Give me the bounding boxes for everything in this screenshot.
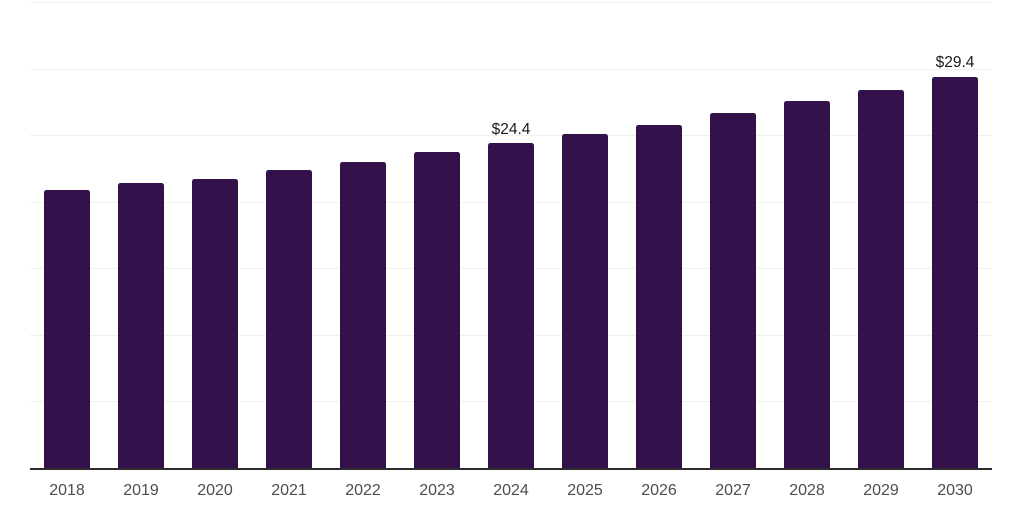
x-axis-line <box>30 468 992 470</box>
x-tick-2019: 2019 <box>123 482 159 499</box>
bar-2022[interactable] <box>340 161 386 468</box>
bar-2018[interactable] <box>44 189 90 468</box>
bar-slot <box>252 2 326 468</box>
plot-area: $24.4 $29.4 <box>30 2 992 470</box>
x-tick-2020: 2020 <box>197 482 233 499</box>
bar-value-label: $29.4 <box>935 54 975 72</box>
bar-slot <box>622 2 696 468</box>
bar-2023[interactable] <box>414 152 460 468</box>
x-tick-2027: 2027 <box>715 482 751 499</box>
bar-slot: $29.4 <box>918 2 992 468</box>
bar-slot <box>178 2 252 468</box>
bar-slot <box>326 2 400 468</box>
x-tick-2030: 2030 <box>937 482 973 499</box>
bar-2021[interactable] <box>266 169 312 468</box>
gridline <box>30 2 992 3</box>
bar-slot: $24.4 <box>474 2 548 468</box>
bar-slot <box>104 2 178 468</box>
x-tick-2023: 2023 <box>419 482 455 499</box>
x-axis: 2018 2019 2020 2021 2022 2023 2024 2025 2026 2027… <box>30 483 992 499</box>
bar-2025[interactable] <box>562 133 608 468</box>
bar-slot <box>770 2 844 468</box>
bar-slot <box>400 2 474 468</box>
x-tick-2025: 2025 <box>567 482 603 499</box>
bar-value-label: $24.4 <box>491 120 531 138</box>
bar-2026[interactable] <box>636 124 682 468</box>
x-tick-2018: 2018 <box>49 482 85 499</box>
gridline <box>30 135 992 137</box>
bar-2029[interactable] <box>858 89 904 468</box>
bar-slot <box>696 2 770 468</box>
bar-2024[interactable] <box>488 143 534 468</box>
gridline <box>30 68 992 70</box>
bar-slot <box>548 2 622 468</box>
bars: $24.4 $29.4 <box>30 2 992 468</box>
x-tick-2029: 2029 <box>863 482 899 499</box>
bar-slot <box>30 2 104 468</box>
bar-2028[interactable] <box>784 100 830 468</box>
bar-2019[interactable] <box>118 183 164 468</box>
bar-slot <box>844 2 918 468</box>
x-tick-2024: 2024 <box>493 482 529 499</box>
x-tick-2028: 2028 <box>789 482 825 499</box>
bar-2020[interactable] <box>192 179 238 468</box>
x-tick-2022: 2022 <box>345 482 381 499</box>
bar-2030[interactable] <box>932 76 978 468</box>
bar-2027[interactable] <box>710 112 756 468</box>
x-tick-2021: 2021 <box>271 482 307 499</box>
x-tick-2026: 2026 <box>641 482 677 499</box>
